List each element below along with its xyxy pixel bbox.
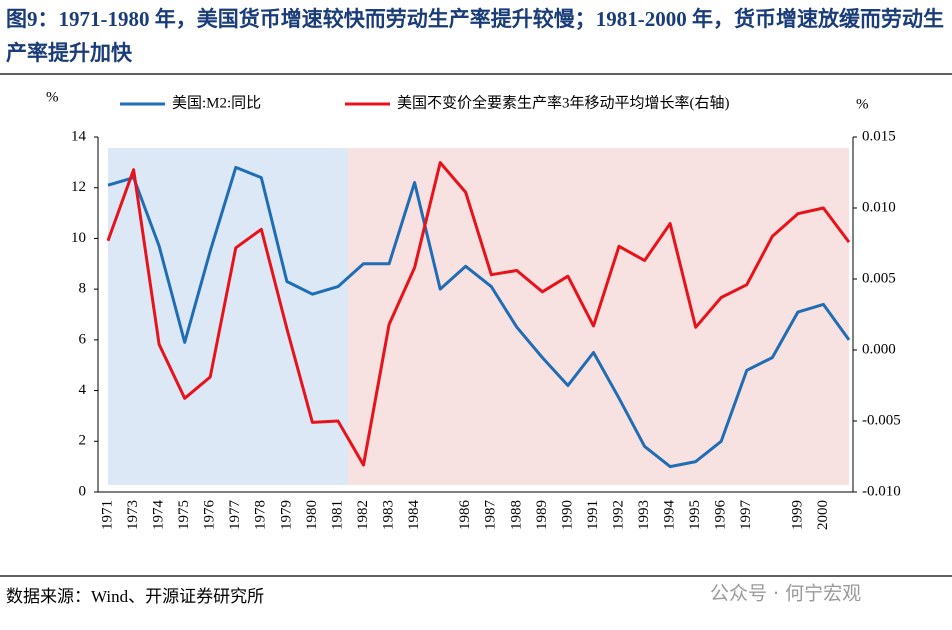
x-tick-label: 1974 [151, 500, 167, 531]
y-tick-label: 14 [71, 128, 87, 144]
x-tick-label: 1991 [585, 500, 601, 530]
x-tick-label: 1977 [227, 500, 243, 531]
x-tick-label: 1996 [713, 500, 729, 531]
x-tick-label: 1973 [125, 500, 141, 530]
x-tick-label: 1987 [483, 500, 499, 531]
line-series [107, 165, 851, 469]
y2-tick-label: 0.000 [862, 341, 896, 357]
x-tick-label: 2000 [815, 500, 831, 530]
shade-1980s [348, 148, 849, 485]
x-tick-label: 1984 [406, 500, 422, 531]
y-tick-label: 12 [71, 179, 86, 195]
x-tick-label: 1976 [202, 500, 218, 531]
x-tick-label: 1999 [789, 500, 805, 530]
y2-axis-unit: % [856, 96, 869, 112]
y-tick-label: 10 [71, 230, 86, 246]
x-tick-label: 1989 [534, 500, 550, 530]
x-tick-label: 1982 [355, 500, 371, 530]
y-tick-label: 8 [79, 281, 87, 297]
watermark: 公众号 · 何宁宏观 [710, 583, 861, 605]
y2-tick-label: 0.005 [862, 270, 896, 286]
legend-label: 美国不变价全要素生产率3年移动平均增长率(右轴) [397, 93, 730, 111]
legend-label: 美国:M2:同比 [172, 94, 261, 111]
y2-tick-label: -0.005 [862, 412, 901, 428]
line-series [106, 161, 851, 467]
y2-tick-label: -0.010 [862, 483, 901, 499]
source: 数据来源：Wind、开源证券研究所 [6, 587, 264, 606]
x-tick-label: 1992 [610, 500, 626, 530]
shade-1970s [108, 148, 348, 485]
x-tick-label: 1993 [636, 500, 652, 530]
x-tick-label: 1979 [278, 500, 294, 530]
chart-title: 图9：1971-1980 年，美国货币增速较快而劳动生产率提升较慢；1981-2… [6, 7, 944, 65]
x-tick-label: 1980 [304, 500, 320, 530]
y-tick-label: 0 [79, 483, 87, 499]
x-tick-label: 1986 [457, 500, 473, 531]
x-tick-label: 1981 [329, 500, 345, 530]
y-axis-unit: % [46, 89, 59, 105]
y-tick-label: 2 [79, 433, 87, 449]
x-tick-label: 1994 [662, 500, 678, 531]
y2-tick-label: 0.015 [862, 128, 896, 144]
x-tick-label: 1995 [687, 500, 703, 530]
x-tick-label: 1975 [176, 500, 192, 530]
x-tick-label: 1997 [738, 500, 754, 531]
x-tick-label: 1988 [508, 500, 524, 530]
x-tick-label: 1990 [559, 500, 575, 530]
x-tick-label: 1983 [381, 500, 397, 530]
y2-tick-label: 0.010 [862, 199, 896, 215]
y-tick-label: 4 [79, 382, 87, 398]
y-tick-label: 6 [79, 331, 87, 347]
x-tick-label: 1971 [99, 500, 115, 530]
x-tick-label: 1978 [253, 500, 269, 530]
